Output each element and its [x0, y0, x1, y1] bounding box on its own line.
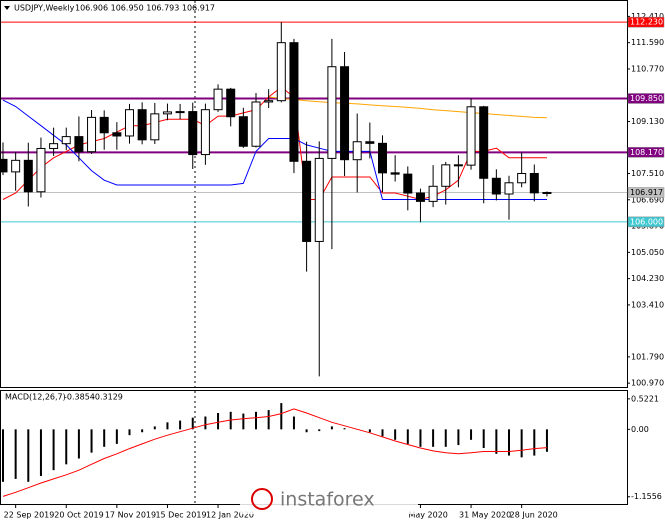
candle-body [453, 164, 463, 167]
candle-body [74, 136, 84, 153]
candle-body [517, 172, 527, 184]
x-tick-label: 28 Jun 2020 [510, 511, 558, 520]
candle-body [289, 42, 299, 162]
candle-body [314, 157, 324, 242]
candle-body [175, 111, 185, 114]
y-tick-label: -1.1556 [631, 492, 662, 501]
candle-body [11, 159, 21, 173]
macd-value: -0.3854 [64, 393, 95, 402]
y-tick-label: 101.790 [631, 352, 664, 361]
candle-body [441, 164, 451, 187]
candle-body [390, 172, 400, 175]
candle-body [36, 147, 46, 193]
level-label: 109.850 [630, 94, 663, 103]
candle-body [276, 42, 286, 102]
level-label: 112.230 [630, 18, 663, 27]
candle-body [49, 143, 59, 149]
y-tick-label: 0.5221 [631, 394, 659, 403]
candle-body [99, 116, 109, 134]
level-box [627, 93, 665, 104]
menu-arrow [4, 6, 10, 10]
x-tick-label: May 2020 [408, 511, 447, 520]
y-tick-label: 112.410 [631, 12, 664, 21]
candle-body [264, 100, 274, 103]
candle-body [352, 141, 362, 161]
marks: 112.410 111.590 110.770 109.130 107.510 106.6… [0, 12, 665, 520]
candle-body [238, 116, 248, 147]
y-tick-label: 107.510 [631, 169, 664, 178]
candle-body [150, 113, 160, 141]
candle-body [428, 185, 438, 202]
level-label: 108.170 [630, 148, 663, 157]
x-tick-label: 31 May 2020 [459, 511, 511, 520]
level-label: 106.917 [630, 188, 663, 197]
symbol: USDJPY,Weekly [14, 4, 75, 13]
watermark: instaforex [240, 484, 418, 514]
watermark-text: instaforex [280, 489, 375, 511]
candle-body [200, 109, 210, 156]
candle-body [112, 132, 122, 137]
indicator-line [2, 99, 547, 200]
candle-body [87, 116, 97, 153]
y-tick-label: 111.590 [631, 38, 664, 47]
candle-body [415, 192, 425, 202]
candle-body [226, 88, 236, 118]
candle-body [188, 111, 198, 156]
candle-body [213, 88, 223, 111]
candle-body [23, 159, 33, 193]
x-tick-label: 22 Sep 2019 [4, 511, 55, 520]
ohlc: 106.906 106.950 106.793 106.917 [75, 4, 215, 13]
x-tick-label: 17 Nov 2019 [105, 511, 156, 520]
candle-body [0, 158, 8, 173]
candle-body [529, 172, 539, 194]
x-tick-label: 15 Dec 2019 [155, 511, 206, 520]
candle-body [61, 136, 71, 145]
y-tick-label: 104.230 [631, 274, 664, 283]
y-tick-label: 103.410 [631, 300, 664, 309]
y-tick-label: 106.690 [631, 195, 664, 204]
candle-body [491, 177, 501, 195]
candle-body [125, 109, 134, 137]
candle-body [251, 101, 261, 147]
candle-body [162, 111, 172, 115]
candle-body [504, 182, 514, 195]
price-frame [0, 0, 628, 388]
candle-body [479, 106, 489, 179]
watermark-bg [240, 484, 418, 514]
level-box [627, 216, 665, 228]
candle-body [365, 141, 375, 144]
y-tick-label: 109.130 [631, 117, 664, 126]
x-tick-label: 12 Jan 2020 [206, 511, 254, 520]
x-tick-label: 20 Oct 2019 [54, 511, 103, 520]
y-tick-label: 100.970 [631, 379, 664, 388]
candle-body [340, 66, 350, 161]
watermark-icon [251, 488, 273, 510]
signal-value: -0.3129 [92, 393, 123, 402]
candle-body [403, 173, 413, 194]
y-tick-label: 110.770 [631, 64, 664, 73]
candle-body [137, 109, 147, 141]
y-tick-label: 105.050 [631, 248, 664, 257]
candle-body [542, 191, 552, 194]
level-box [627, 187, 665, 198]
candle-body [378, 142, 387, 174]
level-label: 106.000 [630, 217, 663, 226]
indicator-line [268, 96, 548, 119]
macd-title: MACD(12,26,7) [5, 393, 66, 402]
candle-body [327, 66, 337, 159]
level-box [627, 16, 665, 28]
y-tick-label: 0.00 [631, 425, 649, 434]
candle-body [302, 160, 312, 242]
candle-body [466, 106, 476, 166]
level-box [627, 147, 665, 158]
signal-line [2, 408, 548, 497]
